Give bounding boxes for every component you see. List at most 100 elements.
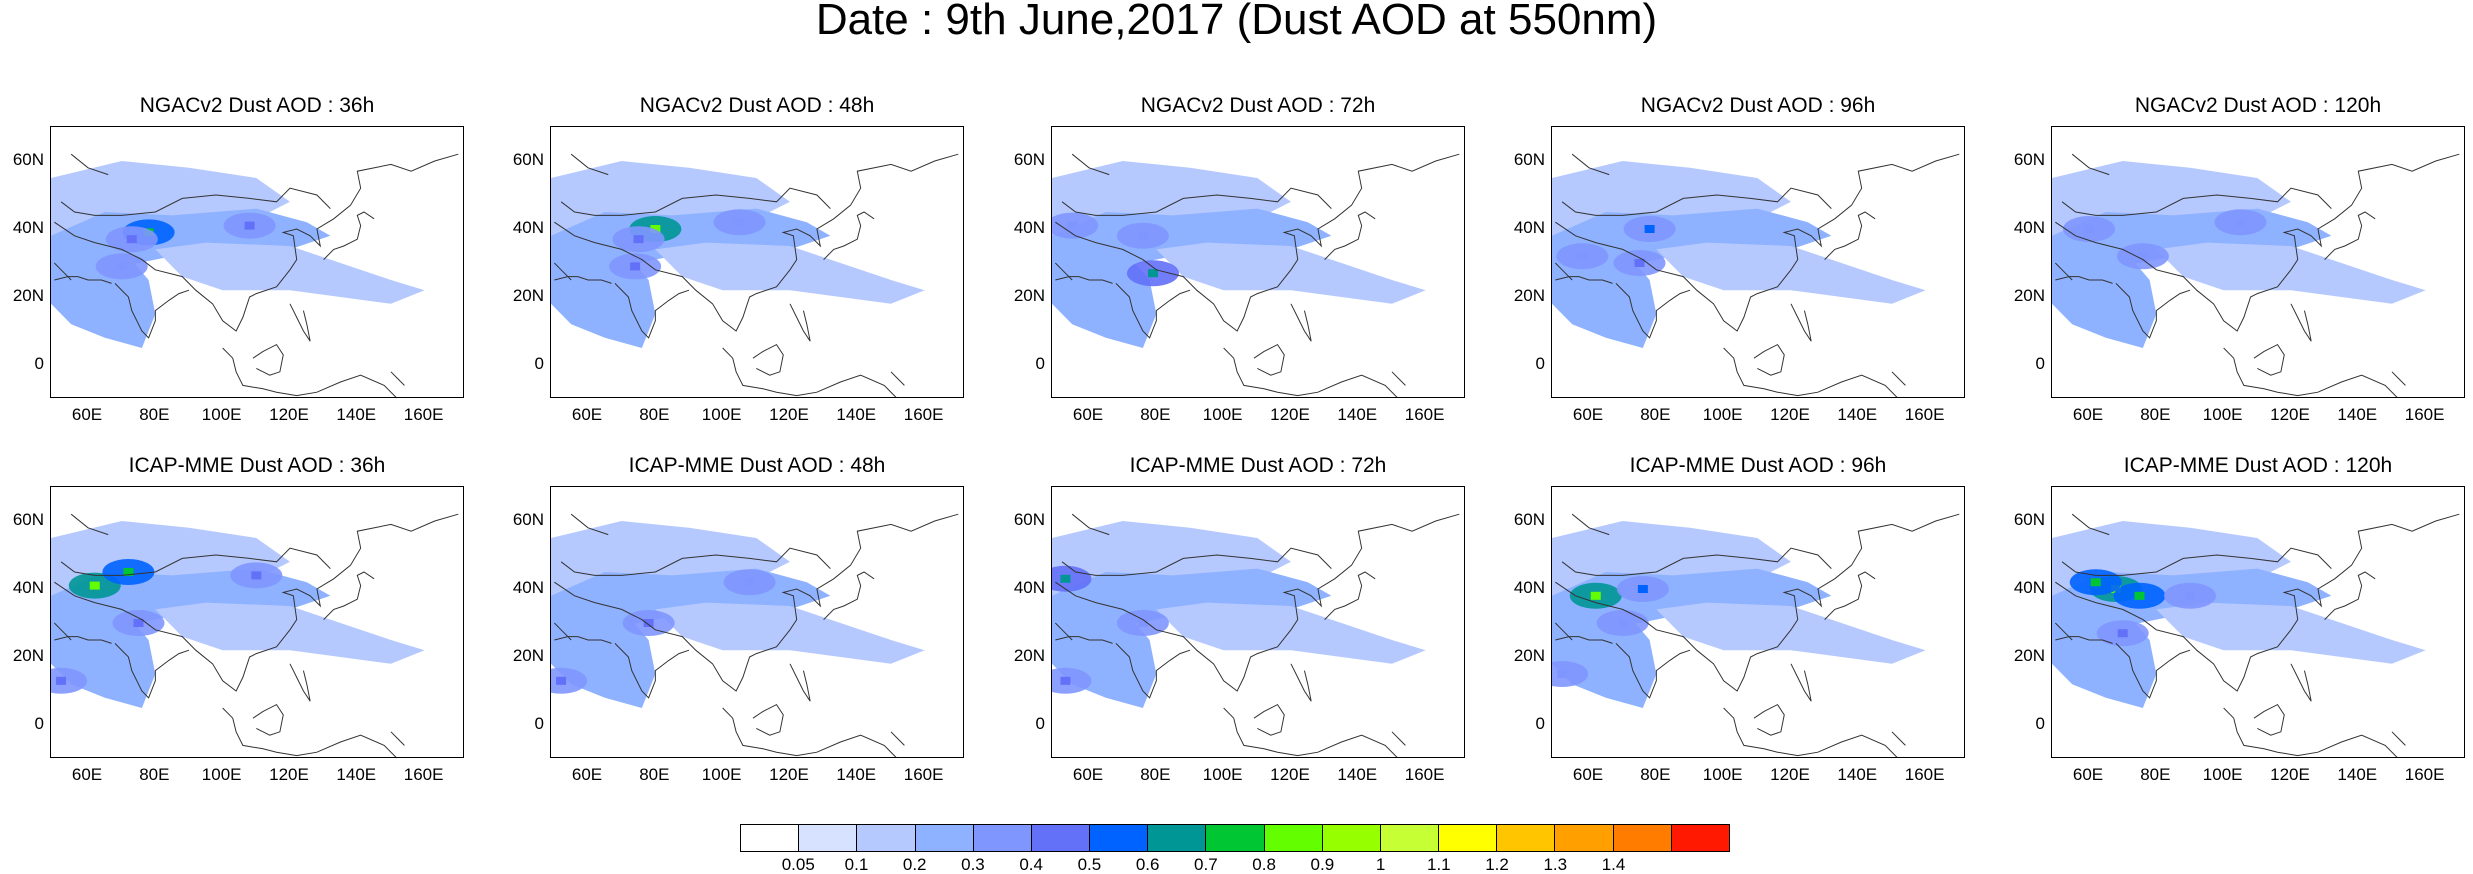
coastline (1391, 371, 1406, 386)
lon-tick-label: 140E (1337, 765, 1378, 784)
dust-aod-map (1052, 153, 1460, 397)
dust-plume (1052, 667, 1092, 694)
lat-tick-label: 40N (1013, 218, 1045, 237)
lon-tick-label: 160E (1904, 405, 1945, 424)
lon-tick-label: 100E (1202, 765, 1243, 784)
dust-hotspot (1137, 619, 1148, 627)
lat-tick-label: 60N (12, 150, 44, 169)
lon-tick-label: 60E (571, 405, 603, 424)
dust-field (155, 242, 425, 304)
coastline (1391, 731, 1406, 746)
dust-hotspot (1637, 585, 1648, 593)
colorbar-label: 0.5 (1077, 855, 1102, 874)
lat-tick-label: 0 (1535, 714, 1545, 733)
colorbar-label: 0.8 (1252, 855, 1276, 874)
dust-hotspot (650, 225, 661, 233)
coastline (2115, 283, 2191, 339)
map-panel-ngacv2-0 (50, 126, 464, 398)
colorbar-box (1322, 825, 1381, 851)
lon-tick-label: 140E (1837, 405, 1878, 424)
colorbar-box (1090, 825, 1149, 851)
lat-tick-label: 0 (1035, 354, 1045, 373)
coastline (1561, 187, 1832, 216)
dust-aod-map (2052, 153, 2460, 397)
colorbar-label: 1.4 (1601, 855, 1626, 874)
coastline (1324, 571, 1376, 620)
coastline (1253, 703, 1285, 736)
lon-tick-label: 60E (1072, 765, 1104, 784)
coastline (2223, 347, 2398, 397)
coastline (1615, 643, 1691, 699)
coastline (1571, 153, 1610, 176)
coastline (1790, 663, 1812, 702)
dust-hotspot (2090, 578, 2101, 587)
dust-hotspot (1644, 225, 1655, 233)
lon-tick-label: 100E (701, 405, 742, 424)
lon-tick-label: 160E (903, 405, 944, 424)
coastline (1753, 703, 1785, 736)
dust-plume (1052, 565, 1092, 592)
lat-tick-label: 40N (1013, 578, 1045, 597)
dust-hotspot (133, 619, 144, 627)
lat-tick-label: 0 (2035, 354, 2045, 373)
coastline (323, 211, 375, 260)
dust-field (1552, 616, 1657, 708)
panel-title: NGACv2 Dust AOD : 48h (639, 94, 875, 117)
lon-tick-label: 140E (2337, 765, 2378, 784)
coastline (54, 636, 112, 644)
coastline (570, 153, 609, 176)
coastline (114, 283, 190, 339)
lat-tick-label: 0 (2035, 714, 2045, 733)
coastline (390, 731, 405, 746)
coastline (1555, 636, 1613, 644)
lon-tick-label: 140E (336, 405, 377, 424)
coastline (789, 663, 811, 702)
dust-plume (51, 667, 88, 694)
coastline (252, 703, 284, 736)
lat-tick-label: 40N (2013, 218, 2045, 237)
dust-hotspot (734, 218, 745, 227)
lon-tick-label: 100E (1202, 405, 1243, 424)
coastline (1555, 276, 1613, 284)
coastline (1891, 731, 1906, 746)
dust-aod-map (51, 513, 459, 757)
map-panel-icap-mme-1 (550, 486, 964, 758)
coastline (1055, 636, 1113, 644)
colorbar-label: 1 (1375, 855, 1386, 874)
panel-title: ICAP-MME Dust AOD : 36h (128, 454, 386, 477)
dust-field (655, 242, 925, 304)
lat-tick-label: 40N (12, 218, 44, 237)
dust-field (51, 256, 156, 348)
coastline (1824, 571, 1876, 620)
dust-aod-map (2052, 513, 2460, 757)
coastline (554, 262, 572, 281)
colorbar-box (1555, 825, 1614, 851)
dust-hotspot (643, 619, 654, 627)
lon-tick-label: 100E (2202, 405, 2243, 424)
lat-tick-label: 20N (2013, 646, 2045, 665)
dust-hotspot (1060, 574, 1071, 583)
lon-tick-label: 140E (1337, 405, 1378, 424)
dust-field (655, 602, 925, 664)
panel-title: ICAP-MME Dust AOD : 72h (1129, 454, 1387, 477)
lon-tick-label: 60E (1572, 405, 1604, 424)
lon-tick-label: 60E (2072, 405, 2104, 424)
lon-tick-label: 80E (139, 765, 170, 784)
coastline (1290, 303, 1312, 342)
coastline (722, 347, 897, 397)
lat-tick-label: 60N (1513, 150, 1545, 169)
coastline (823, 571, 875, 620)
lon-tick-label: 100E (1702, 765, 1743, 784)
colorbar-label: 0.2 (902, 855, 927, 874)
lon-tick-label: 80E (2140, 765, 2171, 784)
dust-hotspot (244, 221, 255, 230)
lon-tick-label: 160E (403, 765, 444, 784)
panel-title: NGACv2 Dust AOD : 120h (2134, 94, 2382, 117)
coastline (614, 643, 690, 699)
coastline (2055, 513, 2460, 692)
colorbar-label: 0.9 (1310, 855, 1335, 874)
lat-tick-label: 60N (1013, 150, 1045, 169)
dust-hotspot (633, 235, 644, 244)
lat-tick-label: 40N (2013, 578, 2045, 597)
lat-tick-label: 20N (1013, 286, 1045, 305)
